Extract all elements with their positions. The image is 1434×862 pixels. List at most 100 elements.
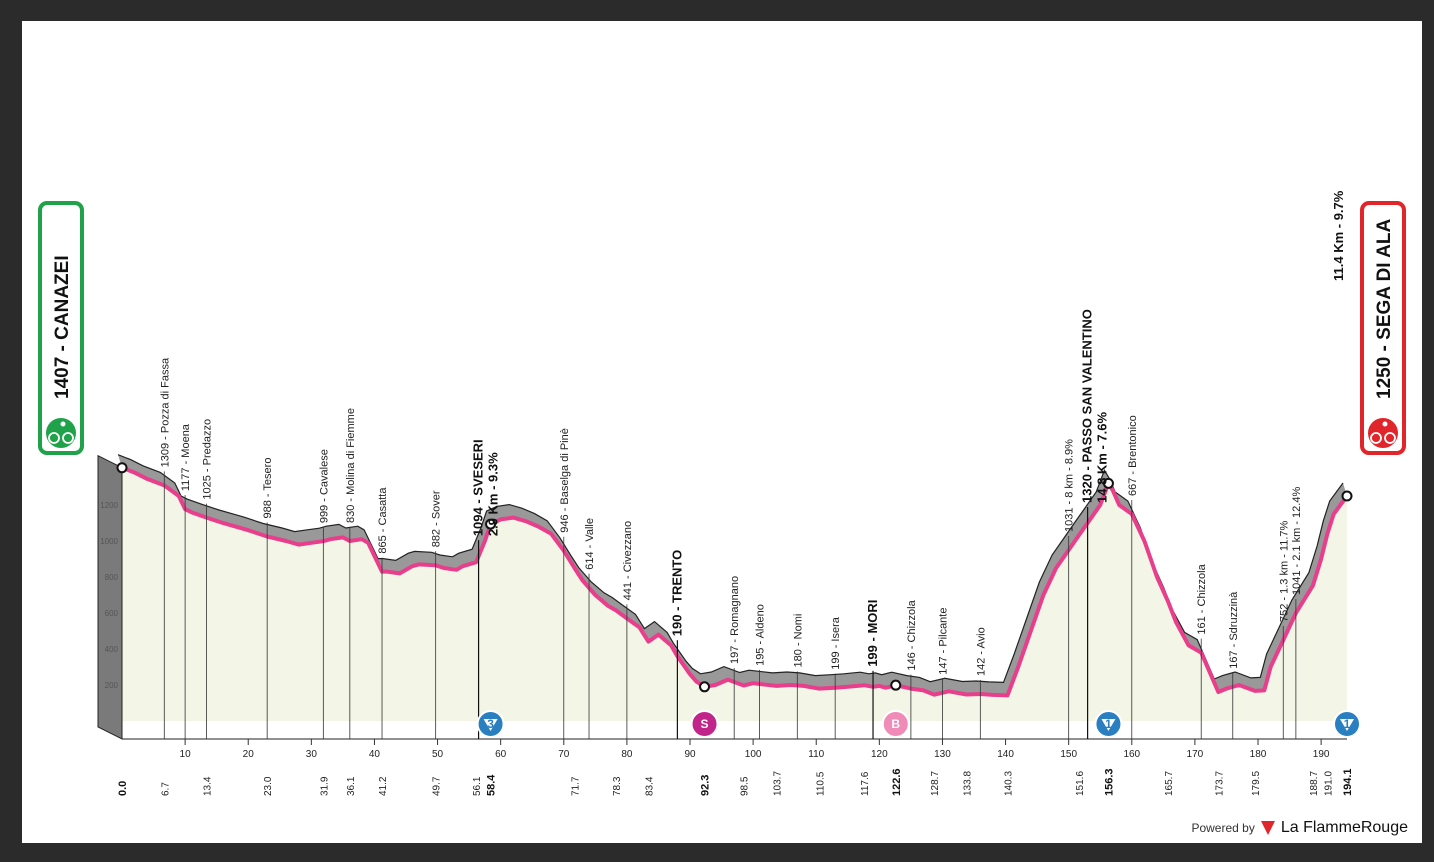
- km-marker: 117.6: [860, 771, 871, 796]
- checkpoint-dot: [890, 679, 902, 691]
- km-tick-label: 140: [997, 749, 1014, 760]
- powered-by-text: Powered by: [1191, 821, 1255, 835]
- km-marker: 165.7: [1164, 771, 1175, 796]
- km-tick-label: 90: [684, 749, 696, 760]
- km-tick-label: 10: [180, 749, 192, 760]
- start-cyclist-icon: [44, 416, 78, 450]
- profile-area: [122, 467, 1347, 721]
- waypoint-label: 988 - Tesero: [262, 458, 274, 519]
- km-marker: 78.3: [612, 776, 623, 796]
- waypoint-label: 1177 - Moena: [180, 423, 192, 491]
- waypoint-label: 167 - Sdruzzinà: [1228, 591, 1240, 669]
- km-marker: 83.4: [644, 776, 655, 796]
- summit-label: 1320 - PASSO SAN VALENTINO: [1080, 309, 1095, 503]
- start-rider-head: [60, 421, 66, 427]
- route-icon-label: B: [891, 717, 900, 731]
- km-marker: 71.7: [571, 776, 582, 796]
- km-marker: 151.6: [1075, 771, 1086, 796]
- km-marker: 56.1: [472, 776, 483, 796]
- km-marker: 49.7: [432, 776, 443, 796]
- km-marker: 98.5: [740, 776, 751, 796]
- km-marker: 13.4: [203, 776, 214, 796]
- altitude-tick: 1000: [100, 537, 118, 546]
- climb-category-icon: [1340, 719, 1354, 731]
- route-icon-label: S: [701, 717, 709, 731]
- waypoint-label: 1309 - Pozza di Fassa: [159, 357, 171, 467]
- km-tick-label: 150: [1060, 749, 1077, 760]
- km-marker: 58.4: [486, 774, 498, 796]
- km-marker: 122.6: [891, 768, 903, 796]
- waypoint-label: 1041 - 2.1 km - 12.4%: [1291, 487, 1303, 595]
- km-tick-label: 120: [871, 749, 888, 760]
- start-box: [38, 201, 84, 455]
- km-marker: 128.7: [930, 771, 941, 796]
- finish-name: 1250 - SEGA DI ALA: [1374, 219, 1395, 399]
- km-tick-label: 110: [808, 749, 824, 760]
- summit-label: 199 - MORI: [865, 600, 880, 667]
- km-tick-label: 180: [1250, 749, 1267, 760]
- powered-by: Powered by La FlammeRouge: [1191, 819, 1408, 837]
- brand-name: La FlammeRouge: [1280, 819, 1408, 836]
- waypoint-label: 667 - Brentonico: [1127, 415, 1139, 496]
- route-icon: [881, 710, 910, 738]
- km-marker: 140.3: [1003, 771, 1014, 796]
- km-marker: 173.7: [1214, 771, 1225, 796]
- waypoint-label: 999 - Cavalese: [318, 449, 330, 523]
- waypoint-label: 441 - Civezzano: [622, 521, 634, 601]
- waypoint-label: 882 - Sover: [431, 490, 443, 547]
- km-marker: 188.7: [1309, 771, 1320, 796]
- km-tick-label: 60: [495, 749, 507, 760]
- waypoint-label: 752 - 1.3 km - 11.7%: [1278, 520, 1290, 622]
- chart-frame: 200 400 600 800 1000 1200 1309 - Pozza di Fas…: [22, 21, 1422, 843]
- km-marker: 156.3: [1103, 768, 1115, 796]
- waypoint-label: 197 - Romagnano: [729, 576, 741, 664]
- climb-category-icon: [1101, 719, 1116, 731]
- waypoint-label: 147 - Pilcante: [937, 608, 949, 675]
- waypoint-label: 199 - Isera: [830, 616, 842, 669]
- finish-cyclist-icon: [1366, 416, 1400, 450]
- km-tick-label: 50: [432, 749, 444, 760]
- km-marker: 36.1: [346, 776, 357, 796]
- altitude-tick: 600: [105, 609, 119, 618]
- waypoint-label: 146 - Chizzola: [906, 599, 918, 670]
- road-line: [121, 465, 1349, 698]
- altitude-tick: 800: [105, 573, 119, 582]
- checkpoint-dot: [1102, 477, 1114, 489]
- finish-box: [1360, 201, 1406, 455]
- km-tick-label: 20: [243, 749, 255, 760]
- route-icon-label: 1: [1344, 717, 1351, 731]
- km-marker: 194.1: [1342, 768, 1354, 796]
- route-icon-label: 3: [487, 717, 494, 731]
- km-tick-label: 160: [1123, 749, 1140, 760]
- route-icon: [690, 710, 719, 738]
- km-marker: 41.2: [378, 776, 389, 796]
- stage-profile-chart: 200 400 600 800 1000 1200 1309 - Pozza di Fas…: [38, 190, 1406, 796]
- summit-label: 190 - TRENTO: [669, 550, 684, 636]
- km-marker: 92.3: [700, 775, 712, 796]
- km-tick-label: 130: [934, 749, 951, 760]
- altitude-tick: 200: [105, 681, 119, 690]
- km-tick-label: 100: [745, 749, 762, 760]
- checkpoint-dot: [116, 462, 128, 474]
- km-tick-label: 170: [1187, 749, 1204, 760]
- start-wheel: [48, 432, 60, 444]
- waypoint-label: 180 - Nomi: [792, 614, 804, 668]
- waypoint-label: 195 - Aldeno: [754, 604, 766, 666]
- km-tick-label: 190: [1313, 749, 1330, 760]
- waypoint-label: 142 - Avio: [975, 627, 987, 676]
- km-marker: 133.8: [962, 771, 973, 796]
- route-icon-label: 1: [1105, 717, 1112, 731]
- start-wheel: [62, 432, 74, 444]
- km-marker: 0.0: [117, 781, 129, 796]
- finish-rider-head: [1382, 421, 1388, 427]
- altitude-tick: 1200: [100, 501, 118, 510]
- climb-category-icon: [483, 719, 498, 731]
- altitude-tick: 400: [105, 645, 119, 654]
- km-tick-label: 40: [369, 749, 381, 760]
- km-marker: 103.7: [772, 771, 783, 796]
- waypoint-label: 830 - Molina di Fiemme: [345, 408, 357, 523]
- checkpoint-dot: [1341, 490, 1353, 502]
- waypoint-label: 161 - Chizzola: [1196, 563, 1208, 634]
- finish-climb-label: 11.4 Km - 9.7%: [1331, 190, 1346, 281]
- waypoint-label: 1031 - 8 km - 8.9%: [1064, 439, 1076, 532]
